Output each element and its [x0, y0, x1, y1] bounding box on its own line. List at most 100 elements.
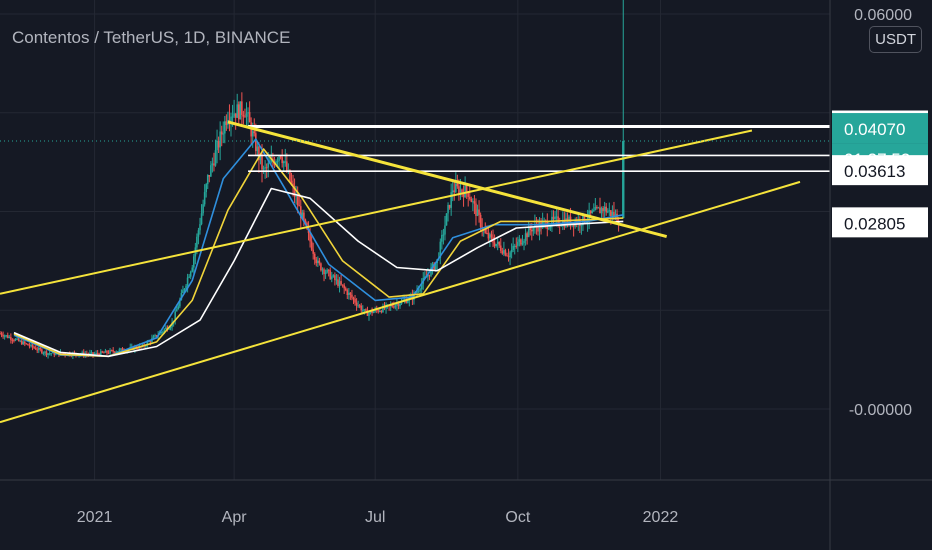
candle-body — [17, 338, 20, 342]
candles — [0, 0, 625, 359]
candle-body — [16, 338, 18, 340]
candle-body — [185, 285, 187, 289]
candle-body — [205, 184, 208, 193]
candle-body — [27, 343, 29, 346]
candle-body — [352, 297, 355, 300]
candle-body — [365, 309, 367, 311]
candle-body — [431, 263, 434, 268]
candle-body — [349, 292, 352, 295]
candle-body — [199, 224, 201, 231]
candle-body — [324, 272, 327, 275]
candle-body — [174, 311, 176, 321]
candle-body — [534, 224, 536, 228]
candle-body — [420, 283, 423, 290]
candle-body — [416, 290, 418, 293]
candle-body — [42, 352, 45, 354]
candle-body — [610, 210, 612, 216]
candle-body — [113, 351, 116, 353]
candle-body — [50, 353, 52, 355]
price-label-box — [832, 113, 928, 144]
price-label-box — [832, 207, 928, 238]
candle-body — [360, 305, 363, 311]
candle-body — [92, 352, 94, 355]
candle-body — [589, 210, 592, 213]
candle-body-latest — [622, 141, 625, 219]
candle-body — [169, 326, 172, 329]
candle-body — [448, 204, 451, 208]
candle-body — [323, 269, 325, 275]
candle-body — [592, 210, 595, 212]
descending-resistance-trendline — [227, 120, 668, 238]
candle-body — [295, 196, 297, 198]
candle-body — [537, 226, 539, 232]
candle-body — [397, 303, 400, 307]
candle-body — [377, 310, 380, 312]
candle-body — [464, 185, 466, 198]
candle-body — [109, 350, 111, 354]
candle-body — [399, 303, 401, 307]
x-tick-label: Apr — [222, 509, 248, 526]
candle-body — [245, 113, 248, 117]
candle-body — [520, 239, 522, 245]
candle-body — [189, 271, 192, 277]
candle-body — [191, 267, 194, 272]
candle-body — [396, 303, 398, 306]
candle-body — [406, 300, 409, 303]
candle-body — [579, 219, 581, 226]
candle-body — [486, 232, 488, 234]
candle-body — [493, 242, 496, 247]
candle-body — [289, 170, 291, 181]
candle-body — [361, 310, 364, 312]
candle-body — [33, 347, 35, 349]
candle-body — [281, 157, 283, 164]
candle-body — [225, 121, 228, 125]
candle-body — [39, 347, 42, 350]
candle-body — [450, 192, 452, 208]
candle-body — [214, 150, 217, 166]
candle-body — [165, 327, 167, 330]
candle-body — [262, 168, 265, 170]
candle-body — [175, 309, 178, 312]
grid — [0, 0, 830, 480]
candle-body — [599, 207, 601, 214]
candle-body — [34, 347, 37, 350]
candle-body — [255, 133, 257, 152]
candle-body — [392, 306, 395, 308]
candle-body — [509, 252, 511, 258]
candle-body — [188, 276, 190, 278]
candle-body — [2, 335, 4, 337]
candle-body — [20, 340, 23, 345]
candle-body — [317, 260, 319, 263]
candle-body — [354, 299, 356, 303]
ema-mid-line — [13, 148, 624, 358]
candle-body — [47, 353, 49, 355]
candle-body — [479, 214, 482, 227]
candle-body — [98, 354, 101, 356]
candle-body — [28, 345, 31, 347]
candle-body — [456, 183, 459, 187]
candle-body — [472, 201, 474, 203]
candle-body — [554, 216, 556, 220]
x-tick-label: 2021 — [77, 509, 113, 526]
candle-body — [237, 104, 240, 120]
candle-body — [177, 306, 180, 310]
candle-body — [168, 328, 170, 330]
candle-body — [343, 285, 345, 289]
candle-body — [81, 352, 83, 355]
candle-body — [380, 311, 383, 313]
candle-body — [180, 293, 183, 300]
candle-body — [470, 198, 473, 203]
candle-body — [120, 348, 122, 350]
currency-unit-button[interactable]: USDT — [869, 26, 922, 53]
candle-body — [210, 165, 212, 177]
candle-body — [451, 190, 454, 193]
candle-body — [327, 269, 330, 271]
candle-body — [13, 340, 15, 342]
candle-body — [152, 336, 155, 339]
candle-body — [0, 333, 3, 336]
candle-body — [310, 241, 313, 250]
candle-body — [346, 290, 349, 295]
candle-body — [25, 343, 28, 345]
